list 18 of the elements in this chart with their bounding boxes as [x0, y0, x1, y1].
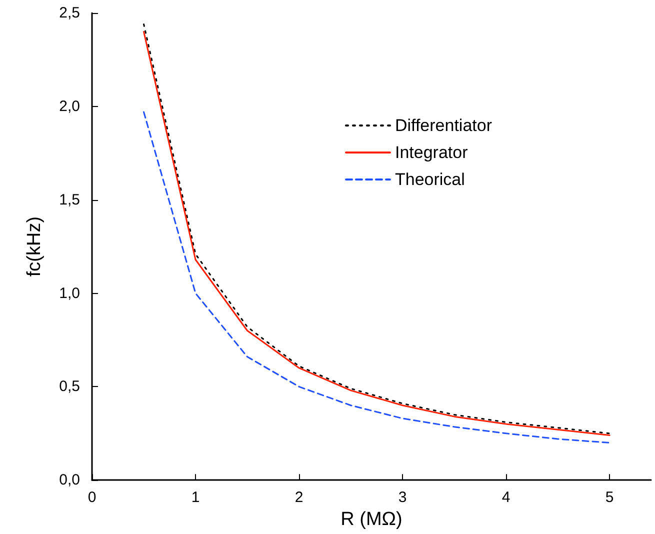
legend-label: Integrator — [394, 143, 468, 162]
y-tick-label: 0,0 — [59, 472, 80, 489]
x-tick-label: 5 — [605, 489, 614, 506]
y-axis-title: fc(kHz) — [24, 216, 45, 277]
x-axis-title: R (MΩ) — [340, 509, 402, 530]
y-tick-label: 2,0 — [59, 98, 80, 115]
line-series — [143, 111, 610, 444]
legend-label: Theorical — [394, 170, 465, 189]
x-tick-label: 0 — [88, 489, 96, 506]
y-tick-label: 2,5 — [59, 4, 80, 22]
x-tick-label: 1 — [191, 489, 200, 506]
x-tick-label: 2 — [294, 489, 304, 506]
legend-label: Differentiator — [394, 116, 492, 135]
y-tick-label: 0,5 — [59, 378, 80, 396]
y-tick-label: 1,0 — [59, 284, 80, 302]
x-tick-label: 3 — [398, 489, 407, 506]
y-tick-label: 1,5 — [59, 191, 80, 208]
x-tick-label: 4 — [502, 489, 510, 506]
